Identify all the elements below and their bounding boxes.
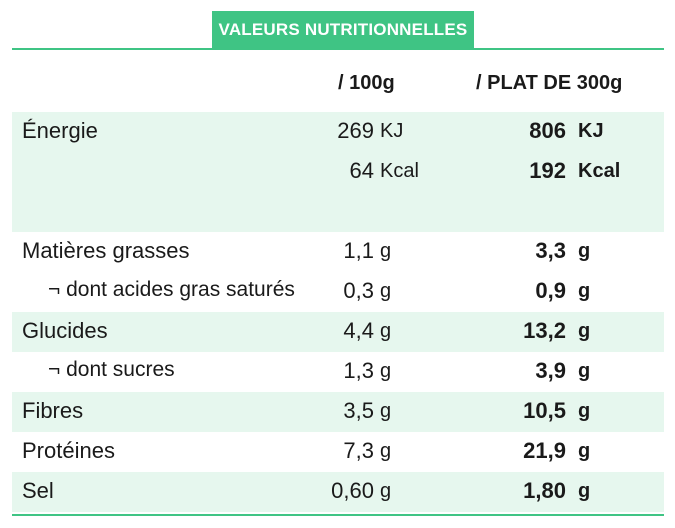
nutrient-label: Fibres [22,398,84,423]
bottom-divider [12,514,664,516]
unit-100g: g [380,280,392,302]
unit-plat: Kcal [578,160,621,182]
value-plat: 13,2 [523,318,566,343]
value-100g: 7,3 [343,438,374,463]
table-row: Protéines 7,3 g 21,9 g [12,432,664,472]
nutrient-label: Protéines [22,438,115,463]
table-row: 64 Kcal 192 Kcal [12,152,664,192]
value-100g: 1,1 [343,238,374,263]
table-row: Énergie 269 KJ 806 KJ [12,112,664,152]
unit-plat: g [578,360,591,382]
unit-100g: g [380,480,392,502]
section-title-tab: VALEURS NUTRITIONNELLES [212,11,474,48]
unit-100g: g [380,320,392,342]
nutrient-label: ¬ dont sucres [48,358,175,381]
table-row: Fibres 3,5 g 10,5 g [12,392,664,432]
value-plat: 0,9 [535,278,566,303]
unit-plat: KJ [578,120,604,142]
unit-plat: g [578,400,591,422]
value-100g: 1,3 [343,358,374,383]
unit-100g: g [380,400,392,422]
unit-100g: g [380,360,392,382]
table-row: Glucides 4,4 g 13,2 g [12,312,664,352]
value-100g: 269 [337,118,374,143]
column-header-100g: / 100g [338,72,395,94]
column-header-plat: / PLAT DE 300g [476,72,623,94]
top-divider [12,48,664,50]
value-100g: 0,3 [343,278,374,303]
nutrition-table: Énergie 269 KJ 806 KJ 64 Kcal 192 Kcal M… [12,112,664,512]
value-plat: 192 [529,158,566,183]
table-row: Matières grasses 1,1 g 3,3 g [12,232,664,272]
nutrient-label: Sel [22,478,54,503]
nutrient-label: Glucides [22,318,108,343]
table-row: ¬ dont acides gras saturés 0,3 g 0,9 g [12,272,664,312]
nutrient-label: Énergie [22,118,98,143]
value-100g: 0,60 [331,478,374,503]
table-row: ¬ dont sucres 1,3 g 3,9 g [12,352,664,392]
value-plat: 1,80 [523,478,566,503]
unit-plat: g [578,480,591,502]
value-plat: 3,9 [535,358,566,383]
unit-100g: g [380,440,392,462]
unit-plat: g [578,440,591,462]
unit-plat: g [578,320,591,342]
value-plat: 806 [529,118,566,143]
value-100g: 64 [349,158,374,183]
table-row: Sel 0,60 g 1,80 g [12,472,664,512]
unit-plat: g [578,240,591,262]
value-100g: 4,4 [343,318,374,343]
value-plat: 21,9 [523,438,566,463]
value-plat: 10,5 [523,398,566,423]
unit-100g: Kcal [380,160,419,182]
unit-100g: KJ [380,120,404,142]
table-row-spacer [12,192,664,232]
unit-100g: g [380,240,392,262]
value-plat: 3,3 [535,238,566,263]
nutrient-label: ¬ dont acides gras saturés [48,278,295,301]
value-100g: 3,5 [343,398,374,423]
unit-plat: g [578,280,591,302]
nutrient-label: Matières grasses [22,238,190,263]
